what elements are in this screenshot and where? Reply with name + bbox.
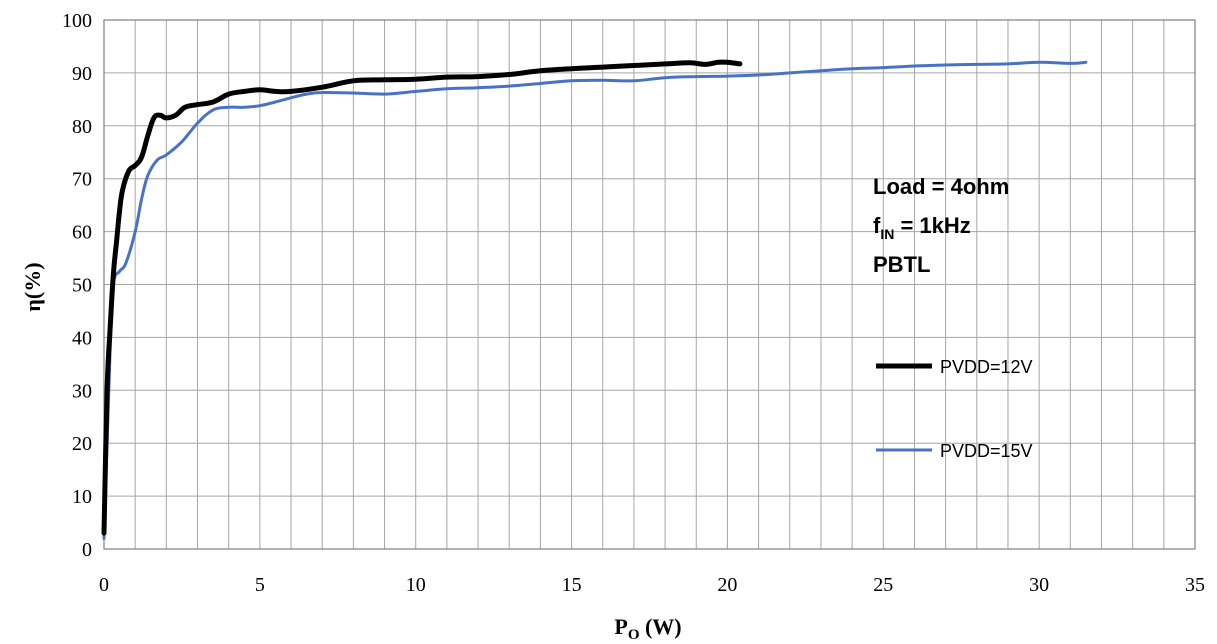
x-axis-label: PO (W) bbox=[614, 614, 681, 643]
y-axis-label: η(%) bbox=[20, 262, 45, 311]
x-tick-label: 10 bbox=[406, 574, 426, 596]
series-curves bbox=[101, 59, 1088, 540]
y-tick-label: 20 bbox=[72, 433, 92, 455]
legend: PVDD=12V PVDD=15V bbox=[876, 357, 1033, 461]
legend-entry-12v: PVDD=12V bbox=[876, 357, 1033, 377]
x-tick-label: 20 bbox=[717, 574, 737, 596]
series-line-pvdd-12v bbox=[101, 59, 743, 536]
annotation-block: Load = 4ohm fIN = 1kHz PBTL bbox=[873, 174, 1009, 277]
annotation-frequency: fIN = 1kHz bbox=[873, 213, 971, 242]
grid bbox=[104, 20, 1195, 549]
legend-label-15v: PVDD=15V bbox=[940, 441, 1033, 461]
y-tick-label: 60 bbox=[72, 222, 92, 244]
annotation-frequency-rest: = 1kHz bbox=[894, 213, 970, 238]
annotation-load: Load = 4ohm bbox=[873, 174, 1009, 199]
annotation-frequency-sub: IN bbox=[880, 226, 894, 242]
x-tick-label: 15 bbox=[562, 574, 582, 596]
legend-label-12v: PVDD=12V bbox=[940, 357, 1033, 377]
y-tick-label: 70 bbox=[72, 169, 92, 191]
legend-entry-15v: PVDD=15V bbox=[876, 441, 1033, 461]
y-tick-label: 90 bbox=[72, 63, 92, 85]
x-tick-label: 35 bbox=[1185, 574, 1205, 596]
x-axis-label-sub: O bbox=[628, 627, 640, 643]
y-tick-label: 0 bbox=[82, 539, 92, 561]
y-tick-label: 80 bbox=[72, 116, 92, 138]
y-tick-label: 100 bbox=[62, 10, 92, 32]
series-line-pvdd-15v bbox=[102, 60, 1088, 540]
x-tick-label: 30 bbox=[1029, 574, 1049, 596]
x-tick-label: 5 bbox=[255, 574, 265, 596]
y-tick-label: 10 bbox=[72, 486, 92, 508]
x-axis-label-suffix: (W) bbox=[639, 614, 681, 639]
tick-labels: 0 5 10 15 20 25 30 35 0 10 20 30 40 50 60 70 80 90 100 bbox=[62, 10, 1205, 596]
annotation-frequency-main: f bbox=[873, 213, 881, 238]
y-tick-label: 40 bbox=[72, 327, 92, 349]
annotation-mode: PBTL bbox=[873, 252, 930, 277]
y-tick-label: 50 bbox=[72, 275, 92, 297]
x-tick-label: 0 bbox=[99, 574, 109, 596]
x-axis-label-main: P bbox=[614, 614, 627, 639]
x-tick-label: 25 bbox=[873, 574, 893, 596]
y-tick-label: 30 bbox=[72, 380, 92, 402]
plot-frame bbox=[103, 19, 1196, 550]
